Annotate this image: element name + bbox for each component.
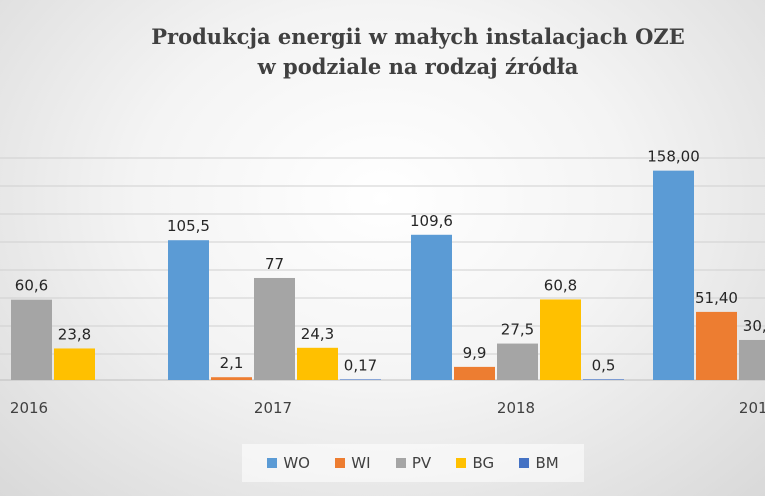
data-label-pv-2017: 77	[265, 255, 284, 273]
legend-item-bm: BM	[519, 454, 559, 472]
bar-pv-2017	[254, 277, 295, 380]
bar-pv-2019	[739, 339, 765, 380]
data-label-wi-2019: 51,40	[695, 289, 738, 307]
bar-bm-2017	[340, 379, 381, 380]
data-label-bg-2016: 23,8	[58, 325, 91, 343]
bar-bg-2016	[54, 348, 95, 380]
chart-title-line-2: w podziale na rodzaj źródła	[257, 54, 579, 79]
legend-label-pv: PV	[411, 454, 432, 472]
legend-item-wo: WO	[267, 454, 310, 472]
legend-swatch-wo	[267, 458, 278, 468]
x-tick-label-2019: 2019	[739, 399, 765, 417]
legend-label-bm: BM	[535, 454, 559, 472]
bar-wo-2019	[653, 170, 694, 380]
bar-wi-2018	[454, 366, 495, 380]
x-tick-label-2016: 2016	[10, 399, 48, 417]
bar-wo-2017	[168, 240, 209, 380]
bar-wo-2018	[411, 234, 452, 380]
legend-item-pv: PV	[395, 454, 432, 472]
chart-title: Produkcja energii w małych instalacjach …	[0, 22, 765, 82]
legend-swatch-bm	[519, 458, 530, 468]
data-label-bm-2018: 0,5	[592, 356, 616, 374]
data-label-wi-2017: 2,1	[220, 354, 244, 372]
data-label-bg-2017: 24,3	[301, 325, 334, 343]
x-tick-label-2018: 2018	[497, 399, 535, 417]
data-label-bm-2017: 0,17	[344, 356, 377, 374]
legend-swatch-wi	[335, 458, 346, 468]
chart-title-line-1: Produkcja energii w małych instalacjach …	[151, 24, 685, 49]
bar-wi-2019	[696, 311, 737, 380]
bar-wi-2017	[211, 377, 252, 380]
legend-swatch-bg	[456, 458, 467, 468]
chart-legend: WO WI PV BG BM	[242, 444, 584, 482]
bar-pv-2016	[11, 299, 52, 380]
data-label-bg-2018: 60,8	[544, 276, 577, 294]
legend-item-wi: WI	[335, 454, 371, 472]
data-label-wo-2018: 109,6	[410, 212, 453, 230]
legend-label-wi: WI	[351, 454, 371, 472]
legend-label-wo: WO	[283, 454, 310, 472]
legend-item-bg: BG	[456, 454, 494, 472]
legend-swatch-pv	[395, 458, 406, 468]
data-label-wi-2018: 9,9	[463, 344, 487, 362]
bar-pv-2018	[497, 343, 538, 380]
x-tick-label-2017: 2017	[254, 399, 292, 417]
data-label-wo-2019: 158,00	[647, 148, 700, 166]
legend-label-bg: BG	[472, 454, 495, 472]
bar-bm-2018	[583, 379, 624, 380]
bar-bg-2018	[540, 299, 581, 380]
bar-bg-2017	[297, 347, 338, 380]
data-label-pv-2016: 60,6	[15, 277, 48, 295]
data-label-pv-2019: 30,2	[743, 317, 765, 335]
data-label-wo-2017: 105,5	[167, 217, 210, 235]
data-label-pv-2018: 27,5	[501, 321, 534, 339]
